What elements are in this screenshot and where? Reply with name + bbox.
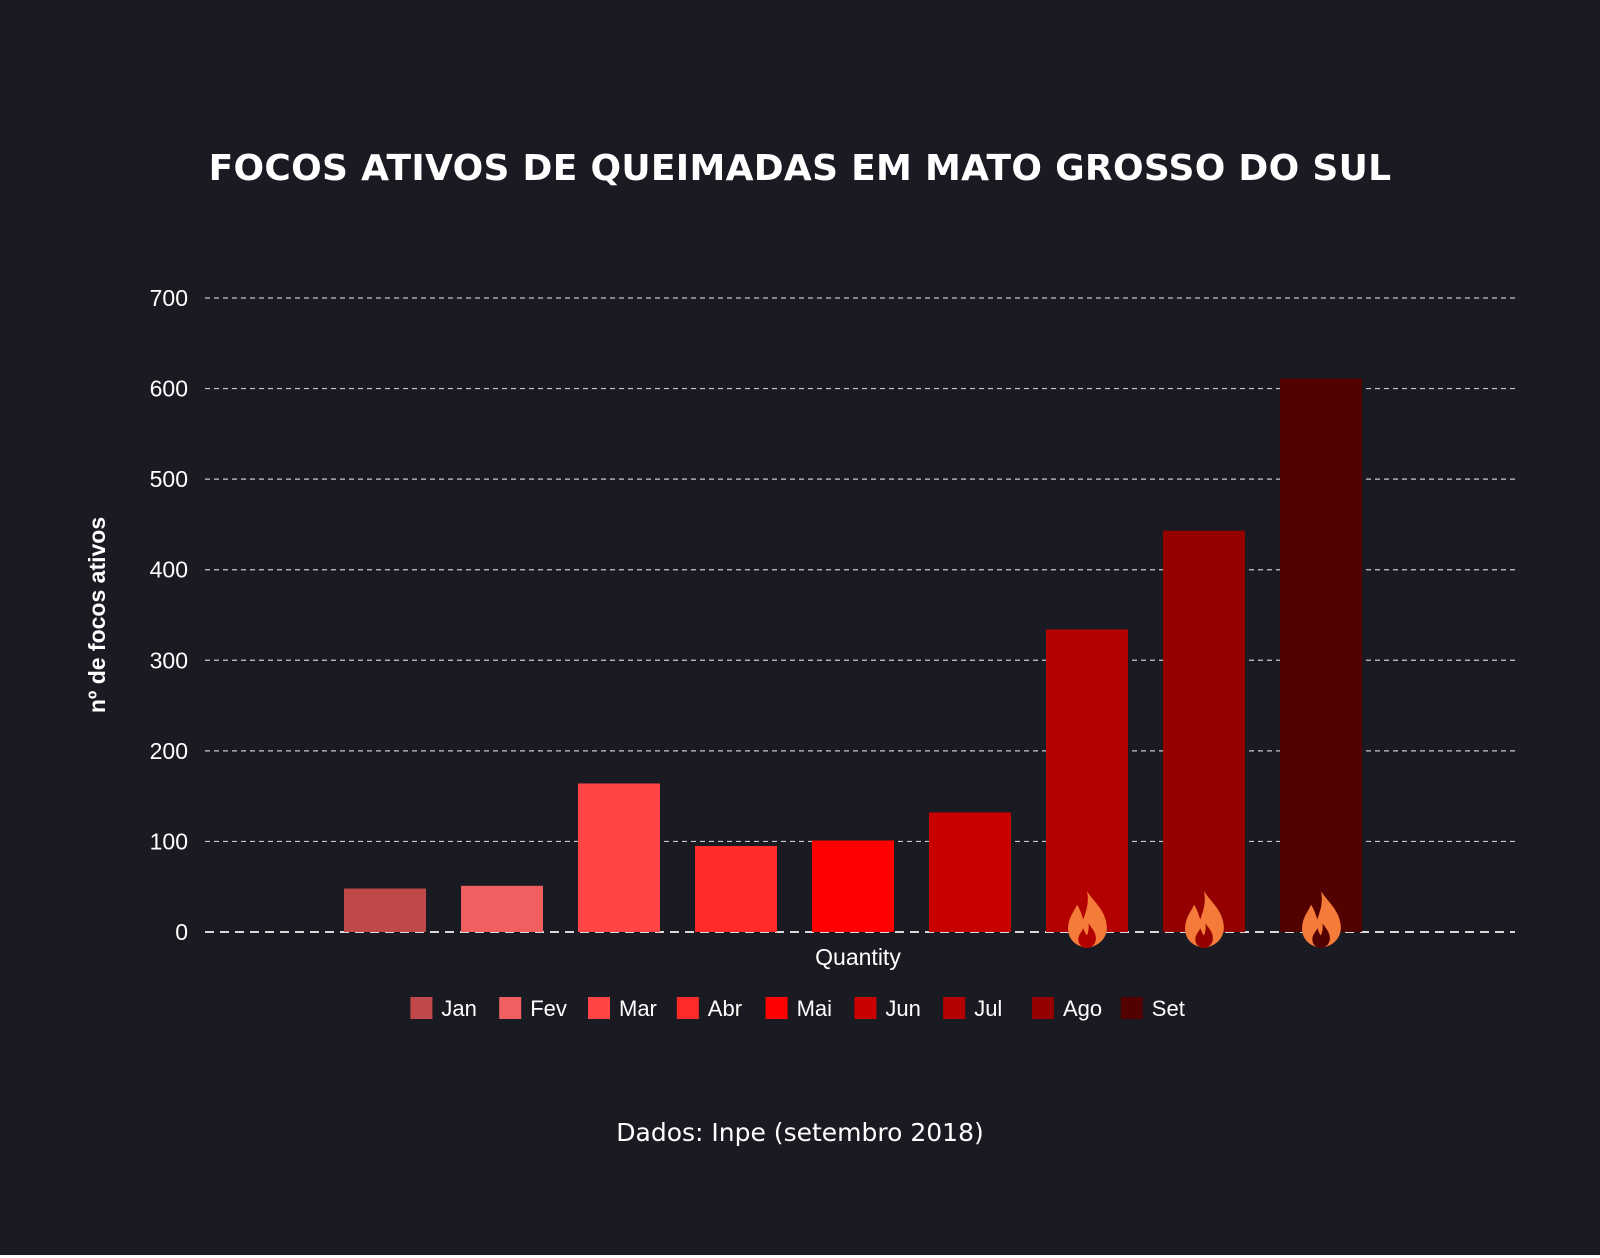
x-axis-label: Quantity (815, 944, 901, 970)
legend-label: Ago (1063, 996, 1102, 1021)
y-tick-label: 400 (150, 557, 188, 583)
y-axis-label: nº de focos ativos (84, 517, 110, 713)
legend-swatch (588, 997, 610, 1019)
y-tick-label: 300 (150, 647, 188, 673)
legend-label: Abr (708, 996, 742, 1021)
chart-title: FOCOS ATIVOS DE QUEIMADAS EM MATO GROSSO… (208, 148, 1392, 189)
legend-swatch (676, 997, 699, 1019)
source-note: Dados: Inpe (setembro 2018) (616, 1118, 984, 1147)
flame-icon (1185, 890, 1224, 948)
bar-ago (1163, 530, 1245, 932)
bar-jan (344, 888, 426, 932)
bars (344, 378, 1362, 932)
legend-item-mar: Mar (588, 996, 657, 1021)
legend-item-mai: Mai (765, 996, 832, 1021)
legend-swatch (1120, 997, 1143, 1019)
legend-item-jun: Jun (854, 996, 921, 1021)
legend-swatch (943, 997, 966, 1019)
bar-mai (812, 840, 894, 932)
legend-label: Mai (797, 996, 832, 1021)
legend-item-jan: Jan (410, 996, 477, 1021)
flame-icons (1068, 890, 1341, 948)
legend-item-jul: Jul (943, 996, 1002, 1021)
legend-swatch (765, 997, 788, 1019)
legend-label: Fev (530, 996, 567, 1021)
bar-set (1280, 378, 1362, 932)
legend-label: Set (1152, 996, 1185, 1021)
legend-label: Mar (619, 996, 657, 1021)
legend-swatch (499, 997, 522, 1019)
bar-fev (461, 885, 543, 932)
flame-icon (1068, 890, 1107, 948)
legend-item-set: Set (1120, 996, 1185, 1021)
legend-label: Jun (885, 996, 920, 1021)
legend-item-abr: Abr (676, 996, 742, 1021)
legend: Jan Fev Mar Abr Mai Jun Jul Ago Set (410, 996, 1185, 1021)
y-tick-label: 700 (150, 285, 188, 311)
legend-item-ago: Ago (1032, 996, 1102, 1021)
bar-mar (578, 783, 660, 932)
y-tick-label: 0 (175, 919, 188, 945)
y-tick-label: 600 (150, 376, 188, 402)
legend-label: Jan (441, 996, 476, 1021)
y-axis-ticks: 0 100 200 300 400 500 600 700 (150, 285, 188, 945)
legend-swatch (410, 997, 433, 1019)
legend-swatch (854, 997, 877, 1019)
flame-icon (1302, 890, 1341, 948)
legend-label: Jul (974, 996, 1002, 1021)
legend-item-fev: Fev (499, 996, 567, 1021)
bar-jun (929, 812, 1011, 932)
bar-jul (1046, 629, 1128, 932)
bar-abr (695, 845, 777, 932)
y-tick-label: 200 (150, 738, 188, 764)
legend-swatch (1032, 997, 1054, 1019)
y-tick-label: 100 (150, 828, 188, 854)
y-tick-label: 500 (150, 466, 188, 492)
